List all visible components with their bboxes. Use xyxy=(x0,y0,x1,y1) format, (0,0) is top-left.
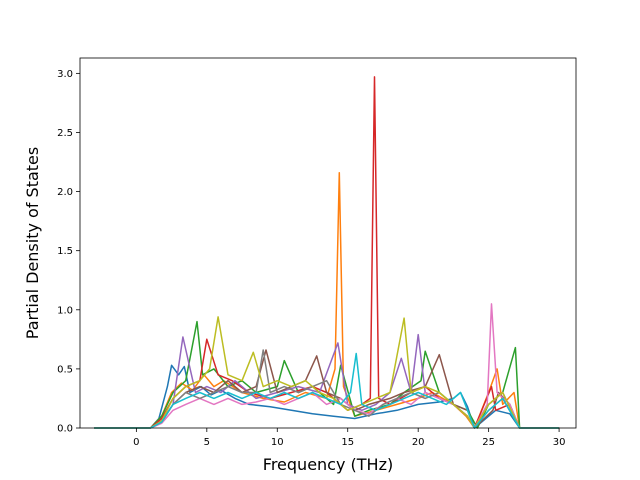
y-tick-label: 1.0 xyxy=(57,305,73,316)
x-tick-label: 10 xyxy=(271,437,284,448)
plot-area xyxy=(80,58,576,428)
y-tick-label: 2.0 xyxy=(57,187,73,198)
y-tick-label: 0.0 xyxy=(57,424,73,435)
x-tick-label: 15 xyxy=(341,437,354,448)
series-line-7 xyxy=(94,303,560,429)
series-line-9 xyxy=(94,316,560,429)
y-tick-label: 2.5 xyxy=(57,128,73,139)
x-axis-label: Frequency (THz) xyxy=(263,455,393,474)
x-tick-label: 25 xyxy=(482,437,495,448)
y-tick-label: 1.5 xyxy=(57,246,73,257)
y-tick-label: 0.5 xyxy=(57,364,73,375)
y-tick-label: 3.0 xyxy=(57,69,73,80)
x-axis-ticks: 0 5 10 15 20 25 30 xyxy=(133,428,565,448)
x-tick-label: 5 xyxy=(204,437,210,448)
x-tick-label: 30 xyxy=(553,437,566,448)
series-layer xyxy=(94,76,560,429)
series-line-10 xyxy=(94,352,560,429)
y-axis-label: Partial Density of States xyxy=(23,147,42,339)
x-tick-label: 0 xyxy=(133,437,139,448)
y-axis-ticks: 0.0 0.5 1.0 1.5 2.0 2.5 3.0 xyxy=(57,69,80,435)
x-tick-label: 20 xyxy=(412,437,425,448)
axes-frame xyxy=(79,57,577,429)
